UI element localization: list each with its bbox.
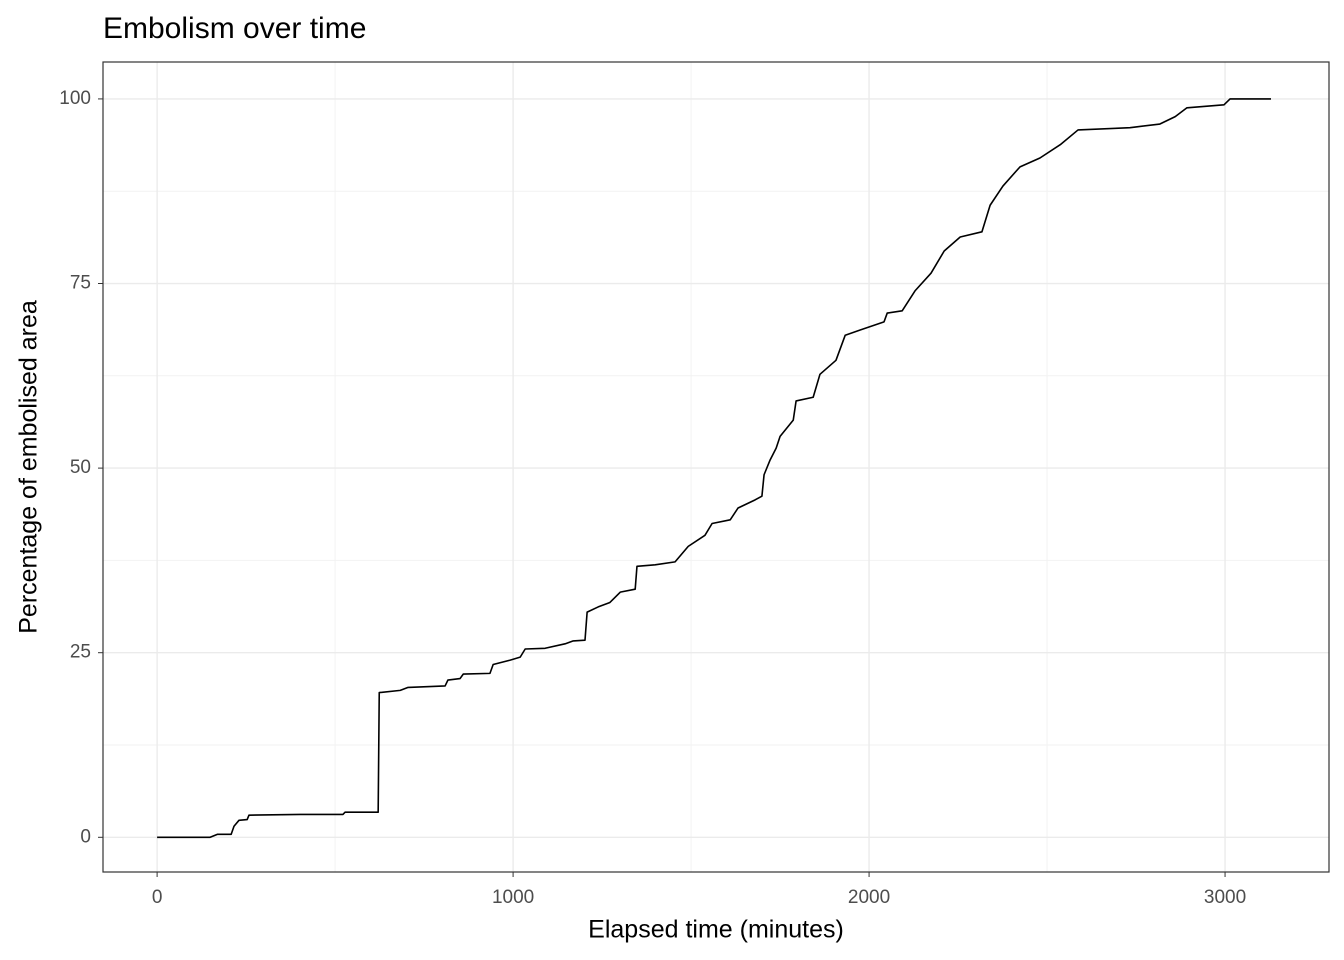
y-tick-label: 25: [70, 642, 91, 663]
data-line: [157, 98, 1271, 839]
plot-border: [102, 61, 1330, 873]
y-tick-label: 75: [70, 273, 91, 294]
y-tick-label: 100: [59, 88, 91, 109]
x-tick-label: 0: [152, 887, 163, 908]
x-tick-label: 1000: [492, 887, 534, 908]
y-axis-label: Percentage of embolised area: [15, 300, 43, 634]
y-tick-label: 0: [80, 826, 91, 847]
y-tick-label: 50: [70, 457, 91, 478]
x-axis-label: Elapsed time (minutes): [588, 916, 844, 944]
x-tick-label: 2000: [848, 887, 890, 908]
chart-title: Embolism over time: [103, 12, 366, 45]
x-tick-label: 3000: [1204, 887, 1246, 908]
